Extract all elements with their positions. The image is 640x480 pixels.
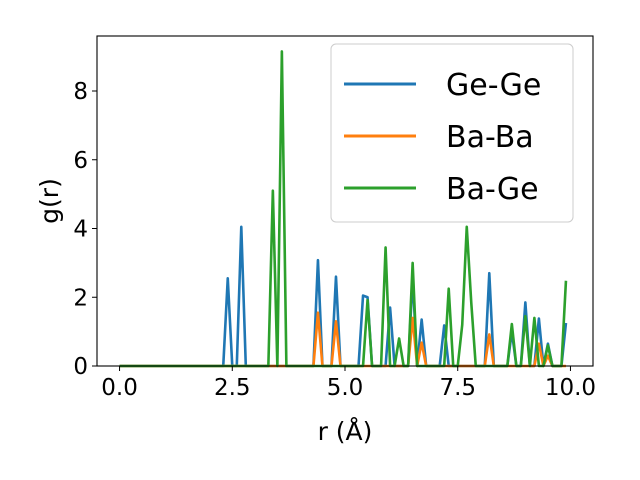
legend: Ge-Ge Ba-Ba Ba-Ge [330, 43, 574, 223]
series-line-ba-ba [119, 311, 566, 368]
x-axis-label: r (Å) [318, 417, 373, 446]
legend-box [330, 43, 574, 223]
y-tick-label: 0 [73, 354, 88, 380]
legend-label-ba-ba: Ba-Ba [446, 120, 534, 155]
y-axis-ticks: 0 2 4 6 8 [73, 79, 97, 380]
y-axis-label: g(r) [35, 178, 64, 224]
y-tick-label: 8 [73, 79, 88, 105]
y-tick-label: 2 [73, 285, 88, 311]
x-tick-label: 7.5 [439, 375, 476, 401]
legend-label-ba-ge: Ba-Ge [446, 172, 539, 207]
series-line-ge-ge [119, 225, 568, 368]
x-tick-label: 0.0 [101, 375, 138, 401]
x-tick-label: 5.0 [327, 375, 364, 401]
y-tick-label: 6 [73, 148, 88, 174]
legend-label-ge-ge: Ge-Ge [446, 68, 541, 103]
x-tick-label: 10.0 [545, 375, 596, 401]
x-tick-label: 2.5 [214, 375, 251, 401]
y-tick-label: 4 [73, 217, 88, 243]
x-axis-ticks: 0.0 2.5 5.0 7.5 10.0 [101, 366, 596, 401]
